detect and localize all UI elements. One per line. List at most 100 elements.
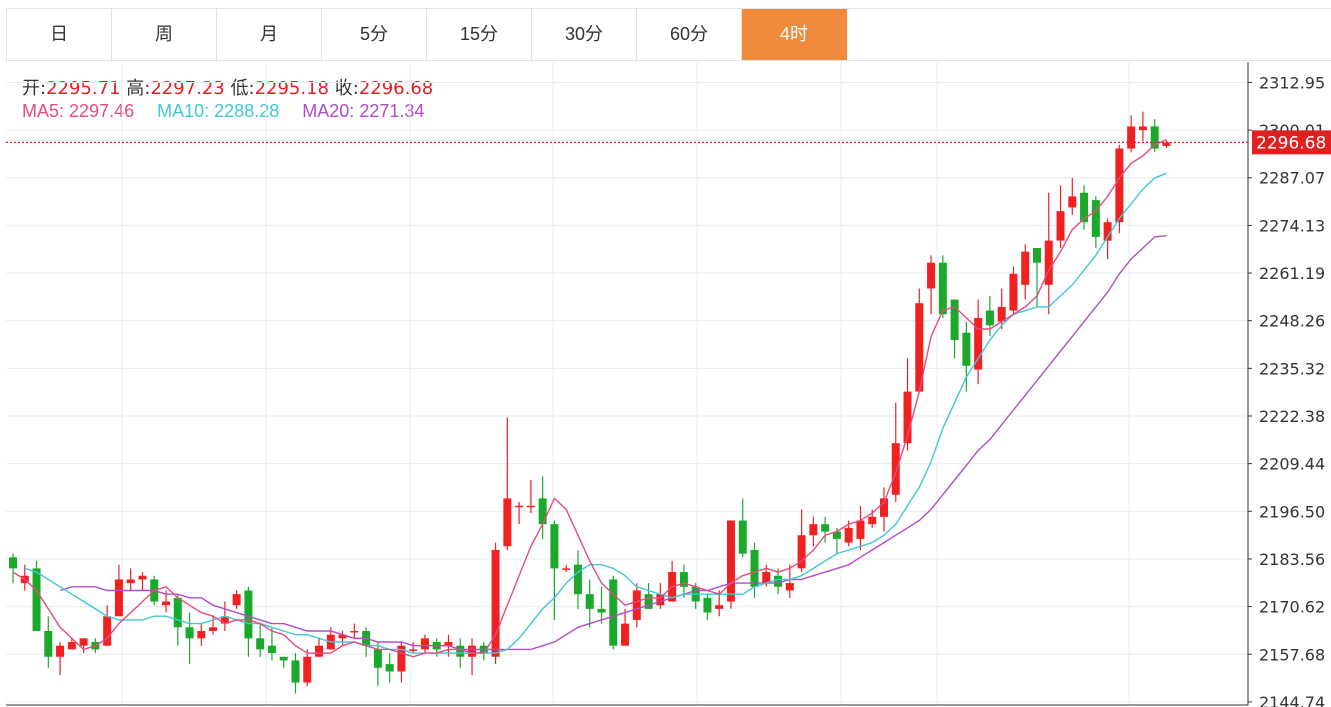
candle-body	[491, 549, 500, 657]
ma5-label: MA5:	[22, 101, 65, 121]
tab-0[interactable]: 日	[7, 9, 112, 60]
close-label: 收:	[334, 78, 359, 99]
candle-body	[444, 642, 453, 646]
current-price-label: 2296.68	[1256, 133, 1326, 153]
candle-body	[244, 590, 253, 639]
candle-body	[256, 638, 265, 650]
candle-body	[538, 498, 547, 525]
candle-body	[974, 317, 983, 370]
candle-body	[515, 505, 524, 508]
candle-body	[1032, 247, 1041, 263]
high-label: 高:	[126, 78, 151, 99]
y-tick-label: 2312.95	[1259, 73, 1325, 92]
candle-body	[197, 630, 206, 639]
candle-body	[750, 549, 759, 587]
candle-body	[632, 590, 641, 620]
ma-readout: MA5: 2297.46 MA10: 2288.28 MA20: 2271.34	[22, 101, 424, 122]
candle-body	[915, 303, 924, 392]
candle-body	[232, 594, 241, 606]
candle-body	[891, 443, 900, 495]
candle-body	[715, 605, 724, 609]
candle-body	[209, 627, 218, 631]
y-tick-label: 2222.38	[1259, 407, 1325, 426]
candle-body	[279, 656, 288, 661]
candle-body	[267, 645, 276, 654]
open-label: 开:	[22, 78, 47, 99]
y-tick-label: 2274.13	[1259, 216, 1325, 235]
ma20-line	[59, 235, 1167, 651]
candle-body	[103, 616, 112, 646]
tab-3[interactable]: 5分	[322, 9, 427, 60]
candle-body	[856, 520, 865, 539]
candle-body	[220, 616, 229, 624]
candle-body	[573, 564, 582, 595]
ohlc-readout: 开:2295.71 高:2297.23 低:2295.18 收:2296.68	[22, 74, 433, 100]
tab-7[interactable]: 4时	[742, 9, 847, 60]
candle-body	[526, 505, 535, 508]
candle-body	[126, 579, 135, 584]
candle-body	[350, 630, 359, 633]
ma10-line	[24, 172, 1167, 654]
candle-body	[303, 656, 312, 683]
candle-body	[597, 608, 606, 613]
candle-body	[385, 664, 394, 672]
candle-body	[1138, 126, 1147, 131]
candle-body	[1127, 126, 1136, 149]
candle-body	[879, 498, 888, 517]
candle-body	[173, 597, 182, 628]
tab-2[interactable]: 月	[217, 9, 322, 60]
candle-body	[774, 575, 783, 587]
candle-body	[644, 594, 653, 609]
candle-body	[550, 524, 559, 569]
period-tabs: 日周月 5分 15分 30分 60分 4时	[6, 8, 1331, 61]
close-value: 2296.68	[358, 78, 434, 99]
y-tick-label: 2170.62	[1259, 598, 1325, 617]
candle-body	[315, 645, 324, 657]
candle-body	[1162, 142, 1171, 146]
candle-body	[938, 262, 947, 315]
candle-body	[844, 527, 853, 543]
candle-body	[1044, 240, 1053, 285]
candle-body	[32, 568, 41, 631]
candle-body	[409, 649, 418, 651]
candle-body	[397, 645, 406, 672]
y-tick-label: 2144.74	[1259, 693, 1325, 707]
tab-6[interactable]: 60分	[637, 9, 742, 60]
candle-body	[679, 572, 688, 587]
candle-body	[503, 498, 512, 547]
candle-body	[609, 579, 618, 646]
candle-body	[868, 516, 877, 525]
candle-body	[420, 638, 429, 650]
current-price-badge	[1252, 130, 1331, 155]
candle-body	[656, 594, 665, 606]
ma20-value: 2271.34	[359, 101, 425, 121]
candle-body	[9, 557, 17, 569]
y-tick-label: 2196.50	[1259, 502, 1325, 521]
candle-body	[185, 627, 194, 639]
low-value: 2295.18	[254, 78, 330, 99]
tab-1[interactable]: 周	[112, 9, 217, 60]
candle-body	[1115, 148, 1124, 223]
candle-body	[1103, 222, 1112, 241]
candle-body	[1080, 192, 1089, 223]
candle-body	[950, 299, 959, 341]
candle-body	[44, 630, 53, 657]
candle-body	[821, 524, 830, 532]
candle-body	[997, 306, 1006, 322]
candle-body	[1009, 273, 1018, 311]
candle-body	[67, 642, 76, 650]
ma20-label: MA20:	[302, 101, 355, 121]
open-value: 2295.71	[46, 78, 121, 99]
candle-body	[832, 531, 841, 539]
tab-5[interactable]: 30分	[532, 9, 637, 60]
candle-body	[797, 535, 806, 569]
candle-body	[738, 520, 747, 554]
candle-body	[373, 649, 382, 668]
tab-4[interactable]: 15分	[427, 9, 532, 60]
candle-body	[456, 645, 465, 657]
candle-body	[79, 638, 88, 646]
y-tick-label: 2183.56	[1259, 550, 1325, 569]
candle-body	[468, 645, 477, 657]
candle-body	[1056, 211, 1065, 241]
